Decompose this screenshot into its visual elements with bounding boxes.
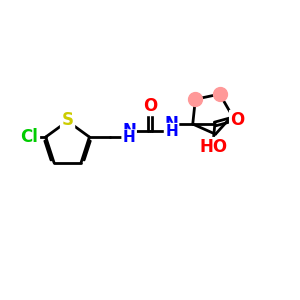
Text: H: H [165, 124, 178, 139]
Text: H: H [123, 130, 136, 145]
Text: Cl: Cl [21, 128, 38, 146]
Text: HO: HO [199, 138, 227, 156]
Text: S: S [61, 111, 74, 129]
Text: N: N [165, 115, 178, 133]
Text: O: O [143, 98, 158, 116]
Text: O: O [230, 111, 244, 129]
Text: N: N [122, 122, 136, 140]
